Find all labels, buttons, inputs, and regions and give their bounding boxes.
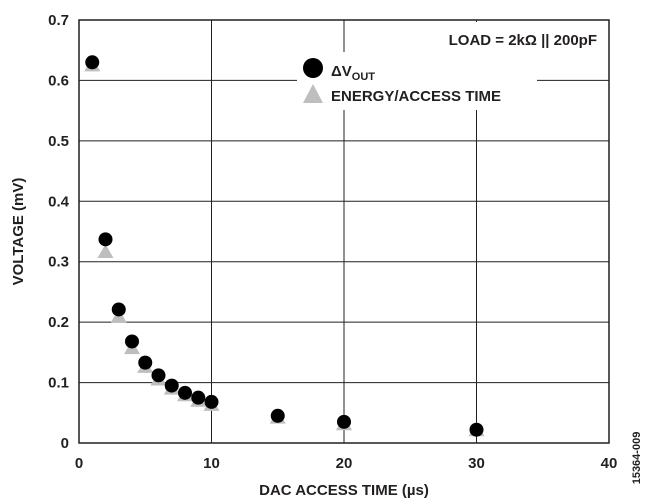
legend-marker-delta-vout bbox=[303, 58, 323, 78]
x-tick-label: 30 bbox=[468, 455, 485, 472]
y-tick-label: 0.6 bbox=[48, 72, 69, 89]
y-tick-label: 0.1 bbox=[48, 375, 69, 392]
delta-vout-point bbox=[337, 414, 351, 429]
legend-background bbox=[297, 52, 537, 110]
delta-vout-point bbox=[204, 394, 219, 409]
delta-vout-point bbox=[138, 355, 153, 370]
annotation-background bbox=[410, 22, 607, 56]
plot-area-border bbox=[78, 19, 610, 444]
x-tick-label: 0 bbox=[75, 455, 83, 472]
delta-vout-point bbox=[151, 368, 166, 383]
delta-vout-point bbox=[191, 390, 206, 405]
delta-vout-point bbox=[270, 408, 285, 423]
annotation-text: LOAD = 2kΩ || 200pF bbox=[449, 32, 597, 49]
delta-vout-point bbox=[125, 334, 139, 349]
delta-vout-point bbox=[178, 385, 192, 400]
delta-vout-point bbox=[85, 55, 100, 70]
data-points bbox=[84, 55, 485, 437]
x-tick-label: 20 bbox=[336, 455, 353, 472]
y-tick-label: 0.4 bbox=[48, 193, 70, 210]
y-tick-label: 0 bbox=[61, 435, 69, 452]
delta-vout-point bbox=[111, 302, 126, 317]
x-axis-label: DAC ACCESS TIME (µs) bbox=[259, 482, 429, 499]
energy-access-time-point bbox=[97, 244, 114, 259]
delta-vout-point bbox=[98, 232, 113, 247]
x-tick-label: 10 bbox=[203, 455, 220, 472]
x-tick-label: 40 bbox=[601, 455, 618, 472]
y-axis-label: VOLTAGE (mV) bbox=[10, 178, 27, 286]
load-annotation: LOAD = 2kΩ || 200pF bbox=[410, 22, 607, 56]
legend-marker-energy-access-time bbox=[303, 84, 323, 103]
delta-vout-point bbox=[164, 378, 179, 393]
y-tick-label: 0.2 bbox=[48, 314, 69, 331]
legend-label-energy-access-time: ENERGY/ACCESS TIME bbox=[331, 88, 501, 105]
legend: ΔVOUT ENERGY/ACCESS TIME bbox=[297, 52, 537, 110]
legend-label-delta-vout: ΔVOUT bbox=[331, 63, 375, 83]
tick-labels: 0 0.1 0.2 0.3 0.4 0.5 0.6 0.7 0 10 20 30 40 bbox=[48, 12, 617, 472]
y-tick-label: 0.3 bbox=[48, 254, 69, 271]
delta-vout-point bbox=[469, 422, 484, 437]
y-tick-label: 0.7 bbox=[48, 12, 69, 29]
y-tick-label: 0.5 bbox=[48, 133, 69, 150]
figure-id: 15364-009 bbox=[631, 432, 643, 485]
